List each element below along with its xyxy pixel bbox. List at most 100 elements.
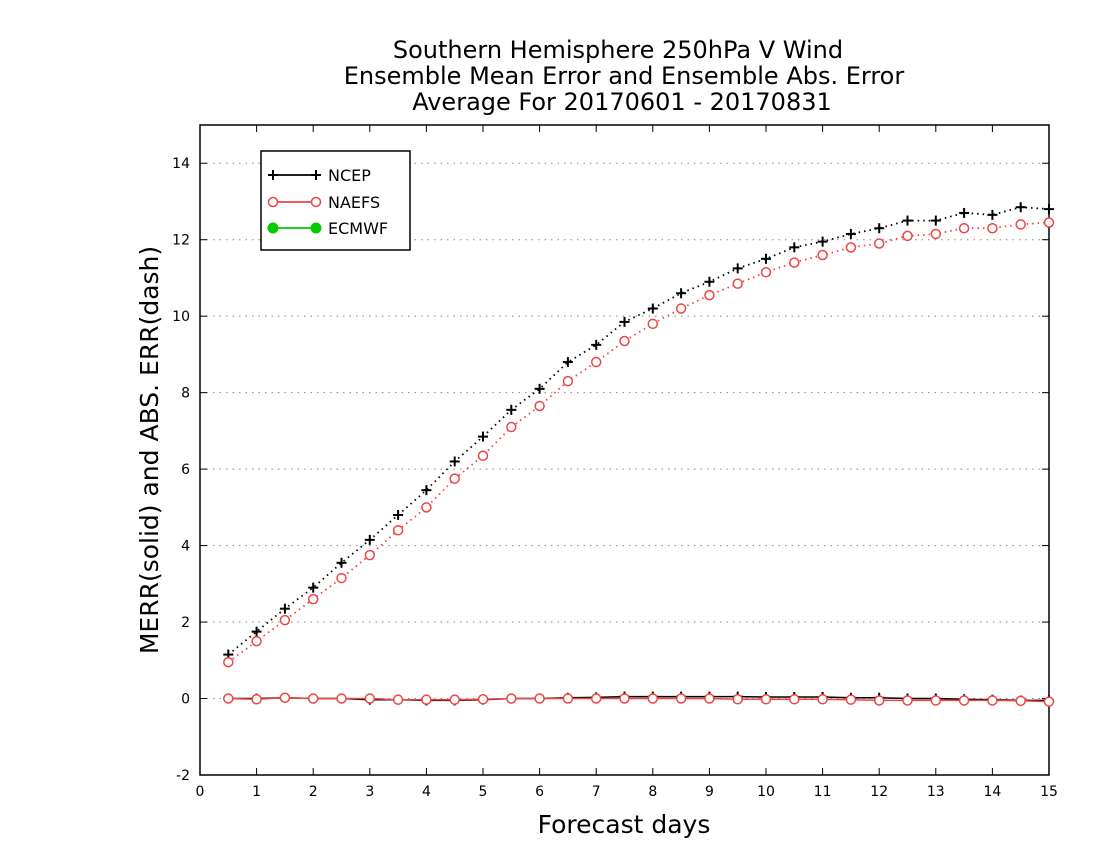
y-tick-label: 6 (181, 462, 190, 478)
naefs-mean-error-point (732, 694, 743, 705)
ncep-abs-error-line (227, 206, 1050, 656)
ncep-abs-error-point (902, 215, 913, 226)
y-tick-label: 8 (181, 386, 190, 402)
ncep-abs-error-point (1015, 202, 1026, 213)
y-tick-label: -2 (176, 768, 190, 784)
legend-marker (310, 222, 322, 234)
naefs-mean-error-point (590, 693, 602, 704)
ncep-abs-error-point (478, 431, 488, 442)
naefs-abs-error-point (647, 318, 659, 330)
title-line-3: Average For 20170601 - 20170831 (412, 88, 832, 116)
ncep-abs-error-point (676, 288, 687, 299)
y-tick-label: 0 (181, 692, 190, 708)
ncep-abs-error-point (874, 223, 885, 234)
legend-marker (267, 196, 279, 208)
naefs-mean-error-point (449, 694, 460, 705)
naefs-mean-error-point (251, 694, 262, 705)
naefs-mean-error-point (789, 694, 800, 705)
x-tick-label: 11 (814, 784, 832, 800)
ncep-abs-error-point (732, 263, 743, 274)
naefs-mean-error-point (223, 693, 234, 704)
naefs-mean-error-point (930, 695, 942, 706)
naefs-abs-error-point (958, 222, 970, 234)
ncep-abs-error-point (761, 253, 771, 264)
ncep-abs-error-point (562, 357, 573, 368)
series (223, 202, 1055, 707)
naefs-abs-error-point (845, 242, 857, 253)
legend-marker (310, 196, 322, 208)
x-tick-label: 8 (648, 784, 657, 800)
naefs-abs-error-point (675, 303, 687, 314)
x-tick-label: 2 (309, 784, 318, 800)
y-tick-label: 4 (181, 539, 190, 555)
chart-title: Southern Hemisphere 250hPa V Wind Ensemb… (344, 36, 905, 116)
title-line-2: Ensemble Mean Error and Ensemble Abs. Er… (344, 62, 905, 90)
naefs-mean-error-point (760, 694, 772, 705)
naefs-abs-error-point (902, 230, 913, 242)
ncep-abs-error-point (959, 207, 970, 218)
naefs-abs-error-line (227, 221, 1050, 663)
naefs-mean-error-point (704, 693, 715, 704)
naefs-mean-error-point (1043, 696, 1055, 707)
naefs-abs-error-point (619, 335, 630, 347)
ncep-abs-error-point (393, 510, 404, 520)
naefs-abs-error-point (1043, 217, 1055, 228)
naefs-abs-error-point (477, 450, 489, 461)
x-tick-label: 15 (1040, 784, 1058, 800)
ncep-abs-error-point (449, 456, 460, 467)
ncep-abs-error-point (704, 276, 715, 287)
ncep-abs-error-point (845, 228, 856, 239)
naefs-abs-error-point (392, 525, 404, 536)
naefs-mean-error-point (619, 693, 630, 704)
naefs-mean-error-point (307, 693, 319, 704)
x-tick-label: 0 (196, 784, 205, 800)
naefs-mean-error-point (279, 692, 291, 704)
ncep-abs-error-point (619, 316, 630, 327)
x-tick-label: 4 (422, 784, 431, 800)
x-tick-label: 14 (983, 784, 1001, 800)
naefs-abs-error-point (449, 473, 460, 484)
ncep-abs-error-point (308, 582, 319, 593)
x-tick-label: 9 (705, 784, 714, 800)
y-tick-label: 14 (172, 156, 190, 172)
naefs-mean-error-point (421, 694, 432, 705)
ncep-abs-error-point (534, 383, 545, 394)
naefs-mean-error-point (506, 693, 517, 704)
ncep-abs-error-point (930, 215, 941, 226)
y-axis-label: MERR(solid) and ABS. ERR(dash) (135, 246, 164, 654)
x-axis-label: Forecast days (538, 810, 711, 839)
naefs-mean-error-point (477, 694, 489, 705)
x-tick-label: 3 (365, 784, 374, 800)
legend-marker (311, 170, 321, 180)
y-tick-label: 12 (172, 233, 190, 249)
naefs-mean-error-point (336, 693, 347, 704)
naefs-abs-error-point (873, 238, 885, 249)
naefs-mean-error-point (845, 694, 857, 705)
ncep-abs-error-point (789, 242, 800, 253)
naefs-abs-error-point (223, 656, 234, 668)
naefs-abs-error-point (534, 400, 545, 412)
y-tick-label: 10 (172, 309, 190, 325)
x-tick-label: 10 (757, 784, 775, 800)
naefs-mean-error-point (392, 694, 404, 705)
ncep-abs-error-point (506, 404, 517, 415)
naefs-abs-error-point (279, 614, 291, 626)
ncep-abs-error-point (1044, 204, 1054, 215)
naefs-abs-error-point (364, 549, 376, 561)
naefs-abs-error-point (817, 249, 828, 261)
ncep-abs-error-point (591, 339, 602, 350)
naefs-mean-error-point (1015, 695, 1026, 707)
x-tick-label: 1 (252, 784, 261, 800)
naefs-abs-error-point (760, 266, 772, 278)
ncep-abs-error-point (279, 603, 290, 614)
naefs-mean-error-point (534, 693, 545, 704)
naefs-mean-error-point (562, 693, 574, 704)
naefs-abs-error-point (930, 228, 942, 240)
y-tick-label: 2 (181, 615, 190, 631)
naefs-abs-error-point (590, 356, 602, 368)
naefs-abs-error-point (562, 375, 574, 387)
naefs-mean-error-point (987, 695, 998, 706)
x-tick-label: 5 (479, 784, 488, 800)
